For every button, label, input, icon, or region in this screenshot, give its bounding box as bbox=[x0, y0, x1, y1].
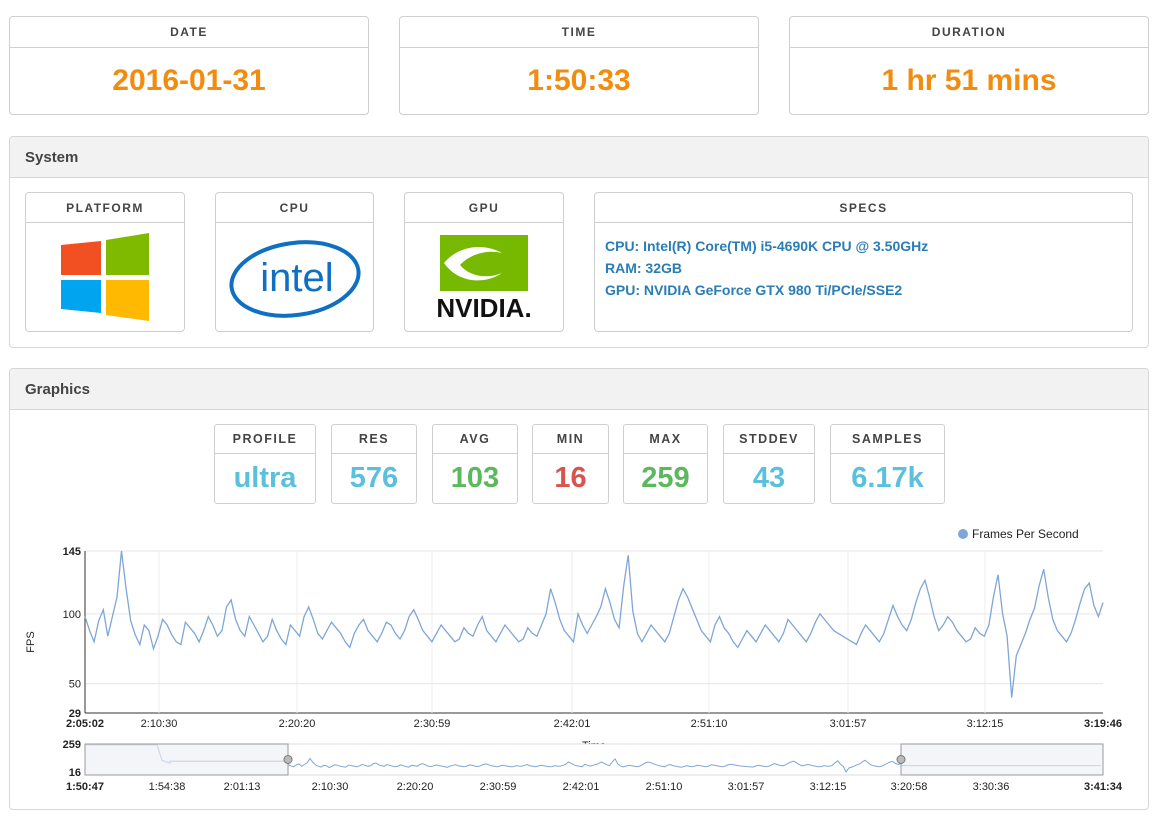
system-title: System bbox=[10, 137, 1148, 178]
metric-label: MIN bbox=[533, 425, 608, 454]
navigator-series-line bbox=[287, 757, 902, 773]
metric-samples: SAMPLES 6.17k bbox=[830, 424, 945, 504]
windows-logo-icon bbox=[61, 233, 149, 321]
navigator-pre-line bbox=[84, 744, 285, 764]
metric-avg: AVG 103 bbox=[432, 424, 518, 504]
svg-text:intel: intel bbox=[260, 256, 333, 300]
navigator-x-tick: 2:20:20 bbox=[397, 781, 434, 793]
platform-card: PLATFORM bbox=[25, 192, 185, 332]
metric-label: PROFILE bbox=[215, 425, 315, 454]
navigator-x-tick: 1:54:38 bbox=[149, 781, 186, 793]
cpu-card: CPU intel bbox=[215, 192, 374, 332]
duration-card: DURATION 1 hr 51 mins bbox=[789, 16, 1149, 115]
x-tick-label: 2:30:59 bbox=[414, 718, 451, 730]
metric-value: 6.17k bbox=[851, 462, 924, 494]
navigator-y-tick: 259 bbox=[63, 739, 81, 751]
metric-max: MAX 259 bbox=[623, 424, 708, 504]
time-label: TIME bbox=[400, 17, 758, 48]
navigator-x-tick: 3:41:34 bbox=[1084, 781, 1123, 793]
navigator-handle-left[interactable] bbox=[283, 755, 293, 764]
y-axis-label: FPS bbox=[25, 631, 37, 652]
date-value: 2016-01-31 bbox=[112, 64, 266, 97]
navigator-post-line bbox=[900, 763, 1101, 767]
metric-label: SAMPLES bbox=[831, 425, 944, 454]
spec-ram: RAM: 32GB bbox=[605, 260, 683, 276]
x-tick-label: 2:42:01 bbox=[554, 718, 591, 730]
legend-marker bbox=[958, 529, 968, 539]
fps-series-line bbox=[84, 550, 1104, 698]
navigator-x-tick: 2:51:10 bbox=[646, 781, 683, 793]
metric-value: 103 bbox=[450, 462, 500, 494]
metric-label: RES bbox=[332, 425, 416, 454]
graphics-title: Graphics bbox=[10, 369, 1148, 410]
intel-logo-icon: intel bbox=[228, 240, 361, 318]
gpu-card: GPU NVIDIA. bbox=[404, 192, 564, 332]
x-tick-label: 2:10:30 bbox=[141, 718, 178, 730]
metric-value: 259 bbox=[641, 462, 690, 494]
x-tick-label: 2:51:10 bbox=[691, 718, 728, 730]
metric-res: RES 576 bbox=[331, 424, 417, 504]
fps-chart[interactable]: 145 100 50 29 FPS 2:05:02 2:10:30 2:20:20 2:30:5… bbox=[10, 517, 1148, 807]
date-label: DATE bbox=[10, 17, 368, 48]
metric-stddev: STDDEV 43 bbox=[723, 424, 815, 504]
gpu-label: GPU bbox=[405, 193, 563, 223]
x-tick-label: 2:05:02 bbox=[66, 718, 104, 730]
time-card: TIME 1:50:33 bbox=[399, 16, 759, 115]
navigator-x-tick: 3:20:58 bbox=[891, 781, 928, 793]
specs-label: SPECS bbox=[595, 193, 1132, 223]
navigator-x-tick: 3:01:57 bbox=[728, 781, 765, 793]
navigator-x-tick: 2:10:30 bbox=[312, 781, 349, 793]
metric-value: 43 bbox=[752, 462, 786, 494]
nvidia-logo-icon: NVIDIA. bbox=[436, 235, 532, 323]
navigator-x-tick: 2:30:59 bbox=[480, 781, 517, 793]
metric-profile: PROFILE ultra bbox=[214, 424, 316, 504]
y-tick-label: 100 bbox=[63, 609, 81, 621]
navigator-x-tick: 1:50:47 bbox=[66, 781, 104, 793]
platform-label: PLATFORM bbox=[26, 193, 184, 223]
graphics-panel: Graphics PROFILE ultra RES 576 AVG 103 M… bbox=[9, 368, 1149, 810]
spec-gpu: GPU: NVIDIA GeForce GTX 980 Ti/PCIe/SSE2 bbox=[605, 282, 903, 298]
navigator-handle-right[interactable] bbox=[896, 755, 906, 764]
y-tick-label: 145 bbox=[63, 546, 81, 558]
metric-min: MIN 16 bbox=[532, 424, 609, 504]
metric-value: ultra bbox=[233, 462, 297, 494]
metric-label: STDDEV bbox=[724, 425, 814, 454]
system-panel: System PLATFORM CPU intel GPU bbox=[9, 136, 1149, 348]
metric-value: 576 bbox=[349, 462, 399, 494]
metric-value: 16 bbox=[554, 462, 587, 494]
navigator-mask-left bbox=[84, 743, 289, 776]
x-tick-label: 2:20:20 bbox=[279, 718, 316, 730]
duration-label: DURATION bbox=[790, 17, 1148, 48]
specs-card: SPECS CPU: Intel(R) Core(TM) i5-4690K CP… bbox=[594, 192, 1133, 332]
navigator-mask-right bbox=[900, 743, 1104, 776]
navigator-y-tick: 16 bbox=[69, 767, 81, 779]
navigator-x-tick: 2:01:13 bbox=[224, 781, 261, 793]
x-tick-label: 3:19:46 bbox=[1084, 718, 1122, 730]
navigator-x-tick: 3:12:15 bbox=[810, 781, 847, 793]
date-card: DATE 2016-01-31 bbox=[9, 16, 369, 115]
duration-value: 1 hr 51 mins bbox=[881, 64, 1057, 97]
y-tick-label: 50 bbox=[69, 679, 81, 691]
navigator-frame bbox=[84, 743, 1104, 776]
metric-label: MAX bbox=[624, 425, 707, 454]
y-tick-label: 29 bbox=[69, 708, 81, 720]
cpu-label: CPU bbox=[216, 193, 373, 223]
navigator-x-tick: 2:42:01 bbox=[563, 781, 600, 793]
metric-label: AVG bbox=[433, 425, 517, 454]
legend-label: Frames Per Second bbox=[972, 527, 1079, 541]
svg-text:NVIDIA.: NVIDIA. bbox=[436, 293, 531, 323]
spec-cpu: CPU: Intel(R) Core(TM) i5-4690K CPU @ 3.… bbox=[605, 238, 929, 254]
x-tick-label: 3:12:15 bbox=[967, 718, 1004, 730]
navigator-x-tick: 3:30:36 bbox=[973, 781, 1010, 793]
time-value: 1:50:33 bbox=[527, 64, 631, 97]
x-tick-label: 3:01:57 bbox=[830, 718, 867, 730]
